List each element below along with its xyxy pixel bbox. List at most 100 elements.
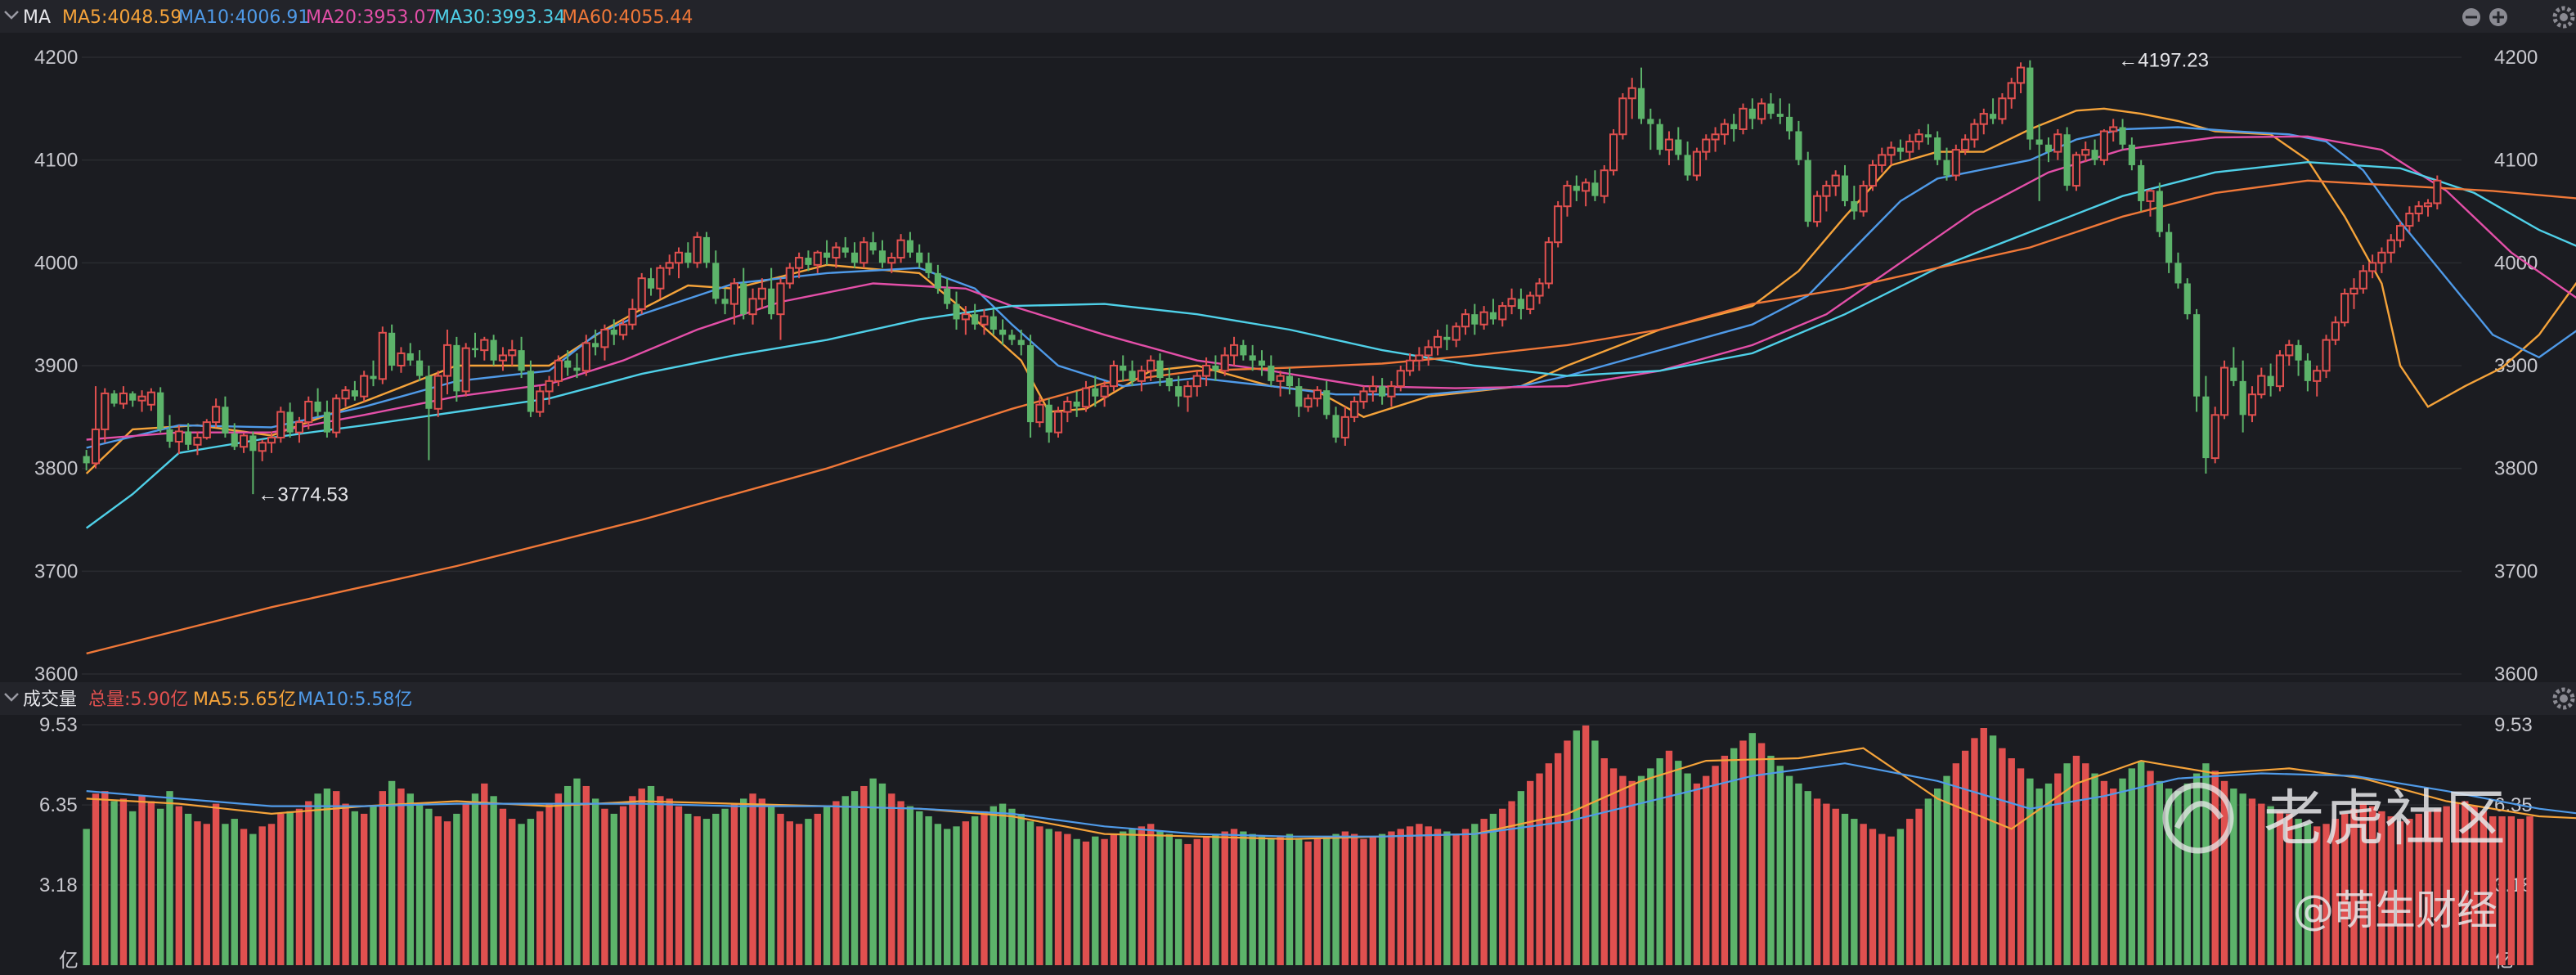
volume-bar-up [1221, 831, 1228, 965]
volume-bar-up [2396, 821, 2404, 965]
volume-bar-down [869, 778, 877, 965]
candle-body [1786, 116, 1793, 132]
price-tick-label-left: 3600 [34, 663, 78, 685]
candle-down [2165, 223, 2173, 273]
candle-down [2295, 339, 2302, 376]
volume-bar-down [1212, 833, 1219, 965]
volume-bar-up [2072, 755, 2080, 965]
volume-header: 成交量 总量:5.90亿 MA5:5.65亿 MA10:5.58亿 [4, 687, 2575, 710]
volume-bar-down [286, 811, 294, 965]
candle-body [545, 380, 554, 393]
ma-line-ma20 [86, 135, 2576, 441]
volume-bar-up [194, 821, 201, 965]
candle-body [536, 390, 545, 413]
collapse-icon[interactable] [4, 11, 19, 20]
volume-bar-down [1129, 829, 1136, 965]
candle-body [1053, 411, 1063, 434]
candle-body [2349, 287, 2358, 295]
volume-bar-up [443, 821, 451, 965]
candle-body [1822, 185, 1831, 197]
volume-bar-up [1369, 836, 1376, 965]
candle-body [2267, 375, 2274, 387]
volume-bar-down [406, 793, 414, 965]
volume-bar-down [323, 789, 331, 965]
candle-down [388, 324, 396, 371]
candle-down [416, 350, 424, 381]
gear-icon[interactable] [2552, 6, 2575, 29]
candle-down [702, 231, 711, 268]
candle-body [757, 287, 766, 300]
candle-body [193, 436, 202, 446]
volume-bar-up [1712, 766, 1719, 965]
candle-body [2146, 190, 2155, 202]
candle-body [684, 252, 692, 263]
candle-body [1878, 154, 1887, 166]
candle-body [341, 389, 350, 400]
candle-up [1220, 347, 1229, 376]
volume-bar-up [981, 811, 988, 965]
price-tick-label-left: 4100 [34, 150, 78, 172]
candle-down [1240, 339, 1247, 361]
candle-body [1443, 336, 1451, 340]
volume-bar-up [2110, 789, 2117, 965]
candle-down [1795, 120, 1802, 165]
candle-body [1914, 133, 1923, 143]
candle-body [323, 411, 330, 433]
candle-down [2193, 308, 2201, 412]
candle-up [2358, 264, 2367, 294]
gear-icon[interactable] [2552, 687, 2575, 710]
volume-bar-up [1425, 826, 1432, 965]
tiger-logo-icon [2162, 782, 2234, 854]
volume-bar-up [1480, 819, 1488, 965]
volume-bar-up [1906, 819, 1914, 965]
candle-up [304, 396, 313, 429]
candle-body [129, 393, 137, 401]
volume-bar-up [1665, 750, 1673, 965]
volume-bar-down [1841, 813, 1849, 965]
candle-up [101, 388, 110, 443]
volume-bar-up [509, 819, 516, 965]
volume-bar-down [388, 780, 396, 965]
collapse-icon[interactable] [4, 693, 19, 702]
candle-up [1757, 98, 1766, 124]
candle-up [2109, 119, 2118, 142]
volume-bar-up [2082, 763, 2089, 965]
candle-body [1868, 164, 1878, 187]
minus-circle-icon[interactable] [2462, 8, 2480, 26]
watermark-author: @萌生财经 [2293, 887, 2497, 934]
candle-body [2304, 360, 2311, 381]
volume-bar-up [693, 815, 701, 965]
candle-body [1471, 314, 1479, 325]
candle-body [702, 236, 711, 263]
candle-body [406, 353, 414, 361]
volume-bar-down [2165, 789, 2173, 965]
volume-bar-up [2517, 819, 2524, 965]
volume-bar-down [370, 806, 377, 965]
volume-bar-down [166, 791, 173, 965]
candle-body [1961, 138, 1970, 151]
volume-bar-down [2156, 780, 2163, 965]
plus-circle-icon[interactable] [2489, 8, 2507, 26]
volume-bar-up [1813, 798, 1821, 965]
candle-body [1627, 87, 1636, 100]
candle-body [212, 406, 221, 424]
candle-up [2313, 366, 2322, 397]
candle-up [1859, 180, 1868, 217]
candle-up [2433, 175, 2442, 209]
candle-body [1379, 386, 1386, 397]
candle-up [1618, 92, 1627, 140]
candle-body [592, 343, 599, 348]
candle-body [2395, 225, 2405, 241]
candle-body [674, 251, 684, 264]
volume-bar-up [2480, 811, 2488, 965]
candle-down [2174, 252, 2182, 289]
candle-down [157, 387, 164, 433]
candle-up [137, 390, 146, 412]
volume-bar-up [601, 808, 608, 965]
candle-down [805, 250, 812, 272]
volume-bar-down [1684, 773, 1691, 965]
candle-down [647, 267, 655, 296]
volume-bar-down [351, 811, 359, 965]
candle-body [693, 236, 702, 264]
candle-down [1092, 375, 1099, 407]
